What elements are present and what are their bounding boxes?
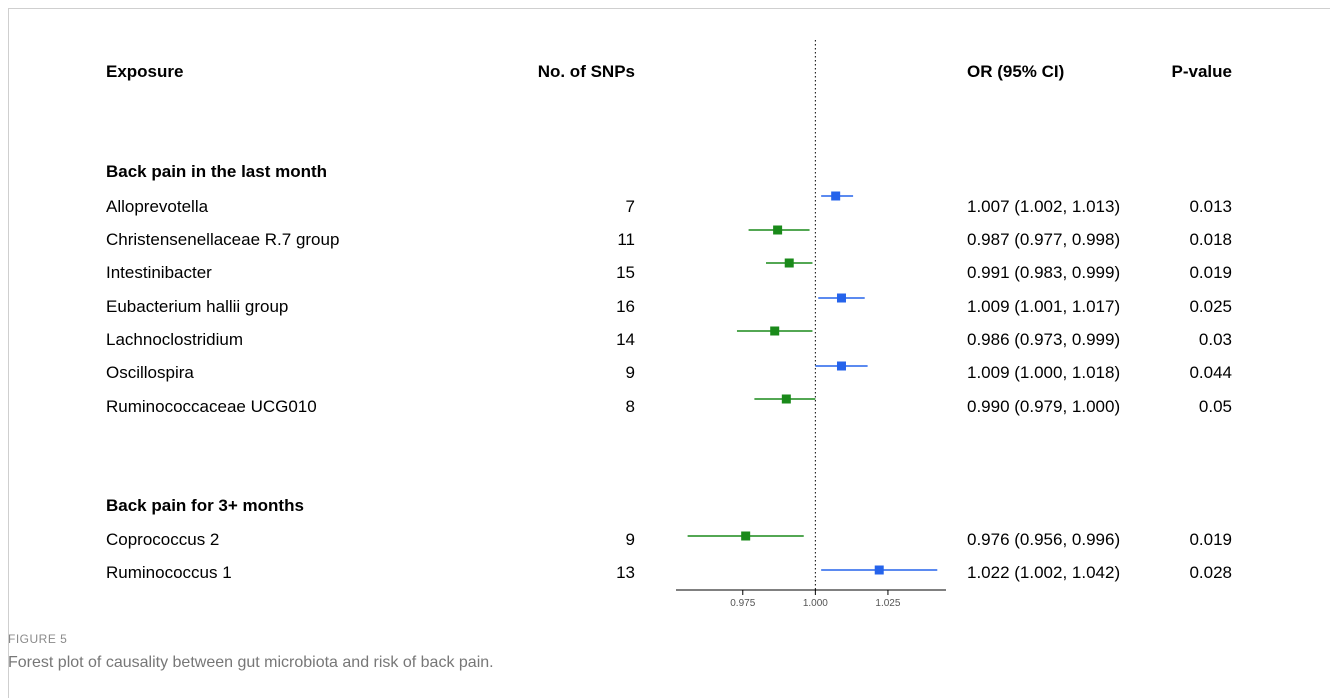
table-row: Lachnoclostridium 14 0.986 (0.973, 0.999) 0…	[0, 323, 1331, 356]
or-ci: 1.009 (1.001, 1.017)	[967, 297, 1121, 316]
x-tick-label: 1.000	[803, 598, 828, 609]
table-row: Alloprevotella 7 1.007 (1.002, 1.013) 0.013	[0, 190, 1331, 223]
header-exposure: Exposure	[106, 62, 184, 81]
p-value: 0.025	[1189, 297, 1232, 316]
group-title-last-month: Back pain in the last month	[106, 162, 328, 181]
header-or: OR (95% CI)	[967, 62, 1065, 81]
exposure-name: Ruminococcus 1	[106, 563, 232, 582]
snp-count: 9	[625, 363, 635, 382]
or-ci: 1.022 (1.002, 1.042)	[967, 563, 1121, 582]
x-tick-label: 1.025	[875, 598, 900, 609]
table-row: Intestinibacter 15 0.991 (0.983, 0.999) 0.0…	[0, 256, 1331, 289]
snp-count: 11	[617, 230, 635, 249]
point-estimate	[831, 191, 841, 201]
point-estimate	[773, 225, 783, 235]
exposure-name: Ruminococcaceae UCG010	[106, 397, 317, 416]
point-estimate	[784, 258, 794, 268]
p-value: 0.019	[1189, 530, 1232, 549]
point-estimate	[836, 361, 846, 371]
exposure-name: Alloprevotella	[106, 197, 209, 216]
group-title-3-months: Back pain for 3+ months	[106, 496, 304, 515]
exposure-name: Christensenellaceae R.7 group	[106, 230, 340, 249]
table-row: Christensenellaceae R.7 group 11 0.987 (0.…	[0, 223, 1331, 256]
snp-count: 14	[616, 330, 635, 349]
p-value: 0.028	[1189, 563, 1232, 582]
snp-count: 16	[616, 297, 635, 316]
table-row: Ruminococcus 1 13 1.022 (1.002, 1.042) 0.02…	[0, 556, 1331, 589]
exposure-name: Intestinibacter	[106, 263, 212, 282]
point-estimate	[874, 565, 884, 575]
exposure-name: Oscillospira	[106, 363, 194, 382]
header-pvalue: P-value	[1171, 62, 1232, 81]
or-ci: 0.986 (0.973, 0.999)	[967, 330, 1121, 349]
p-value: 0.018	[1189, 230, 1232, 249]
or-ci: 0.987 (0.977, 0.998)	[967, 230, 1121, 249]
snp-count: 7	[625, 197, 635, 216]
p-value: 0.05	[1198, 397, 1232, 416]
table-row: Ruminococcaceae UCG010 8 0.990 (0.979, 1.0…	[0, 390, 1331, 423]
p-value: 0.03	[1198, 330, 1232, 349]
point-estimate	[741, 531, 751, 541]
p-value: 0.013	[1189, 197, 1232, 216]
figure-caption: Forest plot of causality between gut mic…	[8, 654, 494, 671]
or-ci: 1.007 (1.002, 1.013)	[967, 197, 1121, 216]
or-ci: 0.991 (0.983, 0.999)	[967, 263, 1121, 282]
snp-count: 8	[625, 397, 635, 416]
snp-count: 15	[616, 263, 635, 282]
header-snps: No. of SNPs	[537, 62, 635, 81]
exposure-name: Eubacterium hallii group	[106, 297, 289, 316]
or-ci: 0.990 (0.979, 1.000)	[967, 397, 1121, 416]
point-estimate	[770, 326, 780, 336]
exposure-name: Coprococcus 2	[106, 530, 220, 549]
table-row: Coprococcus 2 9 0.976 (0.956, 0.996) 0.019	[0, 523, 1331, 556]
figure-frame	[8, 8, 1330, 698]
x-tick-label: 0.975	[730, 598, 755, 609]
table-row: Eubacterium hallii group 16 1.009 (1.001, …	[0, 290, 1331, 323]
snp-count: 9	[625, 530, 635, 549]
point-estimate	[781, 394, 791, 404]
figure-label: FIGURE 5	[8, 632, 68, 646]
table-row: Oscillospira 9 1.009 (1.000, 1.018) 0.044	[0, 356, 1331, 389]
exposure-name: Lachnoclostridium	[106, 330, 244, 349]
snp-count: 13	[616, 563, 635, 582]
or-ci: 1.009 (1.000, 1.018)	[967, 363, 1121, 382]
p-value: 0.044	[1189, 363, 1232, 382]
point-estimate	[836, 293, 846, 303]
p-value: 0.019	[1189, 263, 1232, 282]
or-ci: 0.976 (0.956, 0.996)	[967, 530, 1121, 549]
